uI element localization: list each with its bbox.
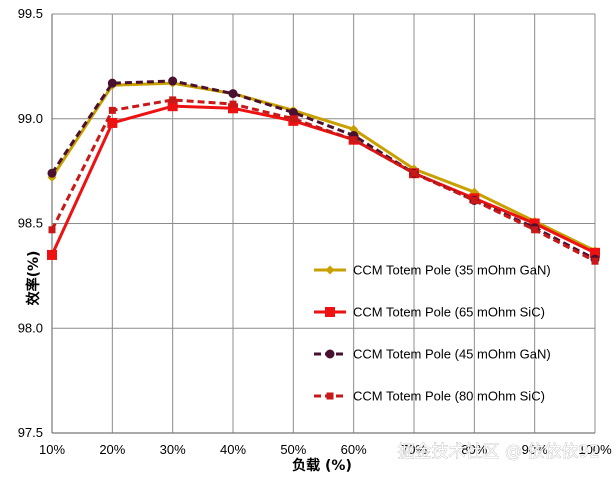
data-point <box>410 169 418 177</box>
y-tick-label: 98.5 <box>18 216 43 231</box>
legend-item: CCM Totem Pole (65 mOhm SiC) <box>314 305 545 320</box>
grid-lines <box>51 13 596 434</box>
data-point <box>47 168 57 178</box>
y-tick-label: 99.5 <box>18 6 43 21</box>
x-tick-label: 90% <box>522 442 548 457</box>
x-tick-label: 70% <box>401 442 427 457</box>
data-point <box>229 100 237 108</box>
y-tick-label: 99.0 <box>18 111 43 126</box>
series-1 <box>47 78 600 256</box>
legend-label: CCM Totem Pole (35 mOhm GaN) <box>353 263 551 278</box>
series-2 <box>47 101 600 260</box>
legend-label: CCM Totem Pole (80 mOhm SiC) <box>353 389 545 404</box>
data-point <box>228 103 238 114</box>
series-4 <box>48 96 599 265</box>
series-group <box>47 76 600 265</box>
x-axis-title: 负载 (%) <box>292 457 352 474</box>
y-tick-label: 97.5 <box>18 425 43 440</box>
legend-item: CCM Totem Pole (35 mOhm GaN) <box>314 263 551 278</box>
axes <box>51 14 595 434</box>
data-point <box>108 106 116 114</box>
watermark: 掘金技术社区 @ 依依依92 <box>398 442 600 462</box>
series-line <box>50 81 596 253</box>
x-tick-label: 100% <box>578 442 612 457</box>
series-line <box>50 104 596 256</box>
data-point <box>470 196 478 204</box>
x-tick-label: 50% <box>280 442 306 457</box>
legend-swatch-marker <box>325 265 335 275</box>
legend-label: CCM Totem Pole (45 mOhm GaN) <box>353 347 551 362</box>
data-point <box>169 96 177 104</box>
x-tick-label: 20% <box>99 442 125 457</box>
legend-swatch-marker <box>325 307 335 317</box>
data-point <box>531 226 539 234</box>
legend-item: CCM Totem Pole (80 mOhm SiC) <box>314 389 545 404</box>
y-axis-title: 效率(%) <box>25 251 42 306</box>
data-point <box>591 257 599 265</box>
y-tick-label: 98.0 <box>18 320 43 335</box>
x-tick-label: 80% <box>461 442 487 457</box>
data-point <box>349 124 359 134</box>
y-tick-labels: 97.5 98.0 98.5 99.0 99.5 <box>18 6 43 440</box>
x-tick-label: 60% <box>341 442 367 457</box>
x-tick-label: 30% <box>160 442 186 457</box>
legend: CCM Totem Pole (35 mOhm GaN) CCM Totem Po… <box>314 263 551 404</box>
series-3 <box>47 76 600 264</box>
series-line <box>50 98 596 263</box>
data-point <box>590 247 600 258</box>
data-point <box>168 76 178 86</box>
data-point <box>350 136 358 144</box>
legend-swatch-marker <box>325 349 335 359</box>
data-point <box>107 78 117 88</box>
data-point <box>228 89 238 99</box>
legend-item: CCM Totem Pole (45 mOhm GaN) <box>314 347 551 362</box>
data-point <box>167 101 178 112</box>
x-tick-label: 40% <box>220 442 246 457</box>
x-tick-labels: 10% 20% 30% 40% 50% 60% 70% 80% 90% 100% <box>39 442 612 457</box>
data-point <box>47 249 57 260</box>
data-point <box>48 226 56 234</box>
legend-swatch-marker <box>326 392 334 400</box>
x-tick-label: 10% <box>39 442 65 457</box>
data-point <box>107 117 118 128</box>
data-point <box>288 107 298 117</box>
series-line <box>50 79 596 261</box>
legend-label: CCM Totem Pole (65 mOhm SiC) <box>353 305 545 320</box>
data-point <box>289 115 297 123</box>
